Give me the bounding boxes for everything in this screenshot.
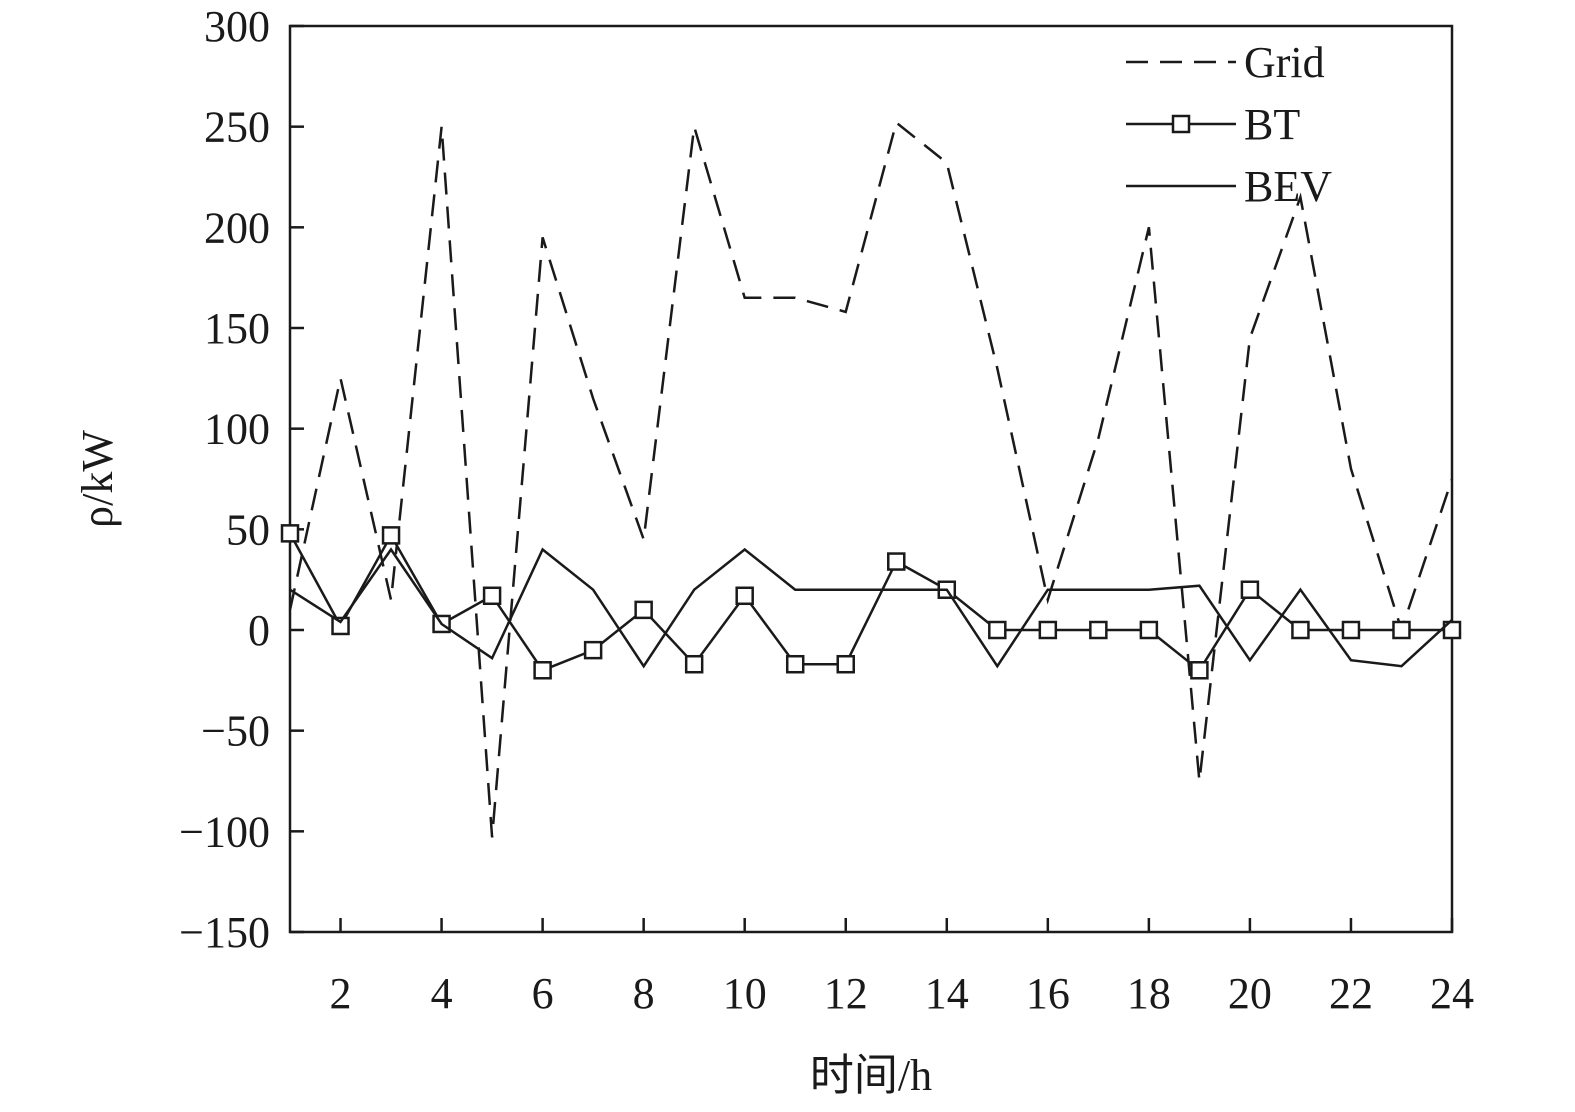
- data-point-bt: [1291, 620, 1310, 640]
- x-tick-label: 6: [532, 969, 554, 1018]
- y-tick-label: 0: [248, 606, 270, 655]
- x-tick-label: 4: [431, 969, 453, 1018]
- y-axis-title: ρ/kW: [73, 430, 122, 528]
- x-tick-label: 8: [633, 969, 655, 1018]
- y-tick-label: 200: [204, 203, 270, 252]
- data-point-bt: [684, 654, 704, 674]
- y-tick-label: −50: [201, 707, 270, 756]
- x-axis: 2 4 6 8 10 12 14 16 18 20 22 24: [330, 918, 1474, 1018]
- x-tick-label: 16: [1026, 969, 1070, 1018]
- data-point-bt: [533, 661, 552, 680]
- series-line-grid: [288, 120, 1454, 838]
- x-tick-label: 22: [1329, 969, 1373, 1018]
- data-point-bt: [785, 654, 805, 674]
- legend-label-grid: Grid: [1244, 38, 1325, 87]
- data-point-bt: [836, 654, 855, 674]
- x-axis-title: 时间/h: [810, 1051, 932, 1100]
- data-point-bt: [1392, 620, 1411, 640]
- data-point-bt: [1139, 620, 1159, 640]
- x-tick-label: 10: [723, 969, 767, 1018]
- series-line-bt: [288, 532, 1452, 673]
- data-point-bt: [1240, 580, 1260, 599]
- y-tick-label: 150: [204, 304, 270, 353]
- y-tick-label: 250: [204, 103, 270, 152]
- x-tick-label: 14: [925, 969, 969, 1018]
- series-layer: [280, 120, 1462, 838]
- legend-label-bev: BEV: [1244, 162, 1332, 211]
- data-point-bt: [1442, 620, 1462, 640]
- y-tick-label: 100: [204, 405, 270, 454]
- data-point-bt: [381, 526, 401, 545]
- data-point-bt: [1190, 661, 1209, 680]
- data-point-bt: [735, 586, 754, 606]
- y-tick-label: 50: [226, 505, 270, 554]
- x-tick-label: 2: [330, 969, 352, 1018]
- x-tick-label: 12: [824, 969, 868, 1018]
- y-tick-label: −150: [179, 908, 270, 957]
- x-tick-label: 18: [1127, 969, 1171, 1018]
- data-point-bt: [988, 620, 1007, 640]
- y-tick-label: −100: [179, 807, 270, 856]
- series-line-bev: [289, 547, 1453, 669]
- data-point-bt: [1341, 620, 1361, 640]
- legend-label-bt: BT: [1244, 100, 1300, 149]
- data-point-bt: [482, 586, 502, 606]
- legend: Grid BT BEV: [1126, 38, 1332, 211]
- x-tick-label: 24: [1430, 969, 1474, 1018]
- data-point-bt: [280, 524, 300, 543]
- data-point-bt: [331, 616, 350, 636]
- y-axis: −150 −100 −50 0 50 100 150 200 250 300: [179, 2, 304, 957]
- data-point-bt: [887, 552, 906, 571]
- legend-marker-bt: [1171, 114, 1191, 134]
- y-tick-label: 300: [204, 2, 270, 51]
- x-tick-label: 20: [1228, 969, 1272, 1018]
- data-point-bt: [583, 640, 603, 660]
- data-point-bt: [634, 600, 653, 620]
- data-point-bt: [1038, 620, 1058, 640]
- data-point-bt: [1089, 620, 1108, 640]
